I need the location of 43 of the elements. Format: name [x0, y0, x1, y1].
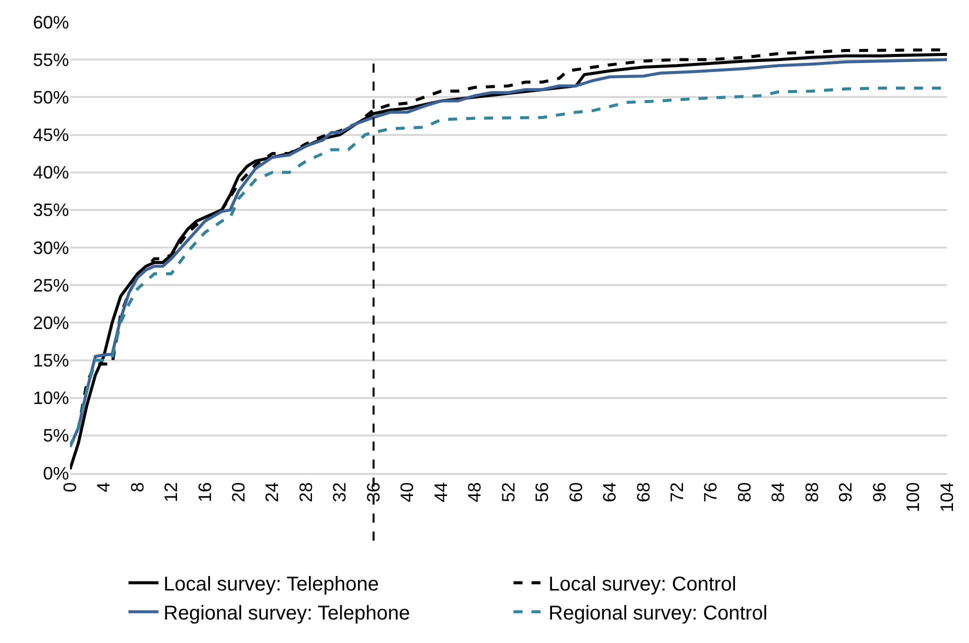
y-tick-label: 55% — [32, 50, 69, 70]
x-tick-label: 92 — [836, 482, 856, 502]
x-tick-label: 20 — [228, 482, 248, 502]
y-tick-label: 30% — [32, 238, 69, 258]
x-tick-label: 4 — [94, 482, 114, 492]
x-tick-label: 44 — [430, 482, 451, 502]
y-tick-label: 5% — [42, 426, 69, 446]
x-tick-label: 40 — [397, 482, 418, 502]
y-tick-label: 0% — [42, 463, 69, 484]
x-tick-label: 32 — [330, 482, 350, 502]
y-tick-label: 60% — [32, 12, 69, 32]
legend-label: Local survey: Control — [548, 574, 736, 596]
x-tick-label: 60 — [566, 482, 586, 502]
x-tick-label: 24 — [262, 482, 282, 502]
x-tick-label: 28 — [296, 482, 316, 502]
y-tick-label: 50% — [32, 87, 69, 108]
y-tick-label: 15% — [32, 350, 69, 371]
x-tick-label: 52 — [498, 482, 518, 502]
x-tick-label: 76 — [700, 482, 721, 502]
x-tick-label: 0 — [60, 482, 80, 492]
x-tick-label: 84 — [768, 482, 788, 502]
legend-label: Regional survey: Telephone — [164, 602, 410, 624]
y-tick-label: 10% — [32, 388, 69, 408]
x-tick-label: 88 — [802, 482, 822, 502]
legend-label: Regional survey: Control — [548, 602, 768, 624]
y-tick-label: 20% — [32, 312, 69, 333]
y-tick-label: 25% — [32, 275, 69, 296]
x-tick-label: 16 — [194, 482, 215, 502]
x-tick-label: 48 — [464, 482, 485, 502]
x-tick-label: 68 — [633, 482, 654, 502]
y-tick-label: 40% — [32, 162, 69, 183]
x-tick-label: 104 — [936, 482, 957, 512]
x-tick-label: 12 — [161, 482, 182, 502]
y-tick-label: 35% — [32, 200, 69, 220]
x-tick-label: 72 — [667, 482, 687, 502]
y-tick-label: 45% — [32, 125, 69, 146]
legend-label: Local survey: Telephone — [164, 574, 379, 596]
x-tick-label: 96 — [869, 482, 890, 502]
x-tick-label: 56 — [532, 482, 552, 502]
x-tick-label: 8 — [127, 482, 148, 492]
x-tick-label: 80 — [734, 482, 754, 502]
x-tick-label: 100 — [903, 482, 924, 512]
x-tick-label: 64 — [600, 482, 620, 502]
